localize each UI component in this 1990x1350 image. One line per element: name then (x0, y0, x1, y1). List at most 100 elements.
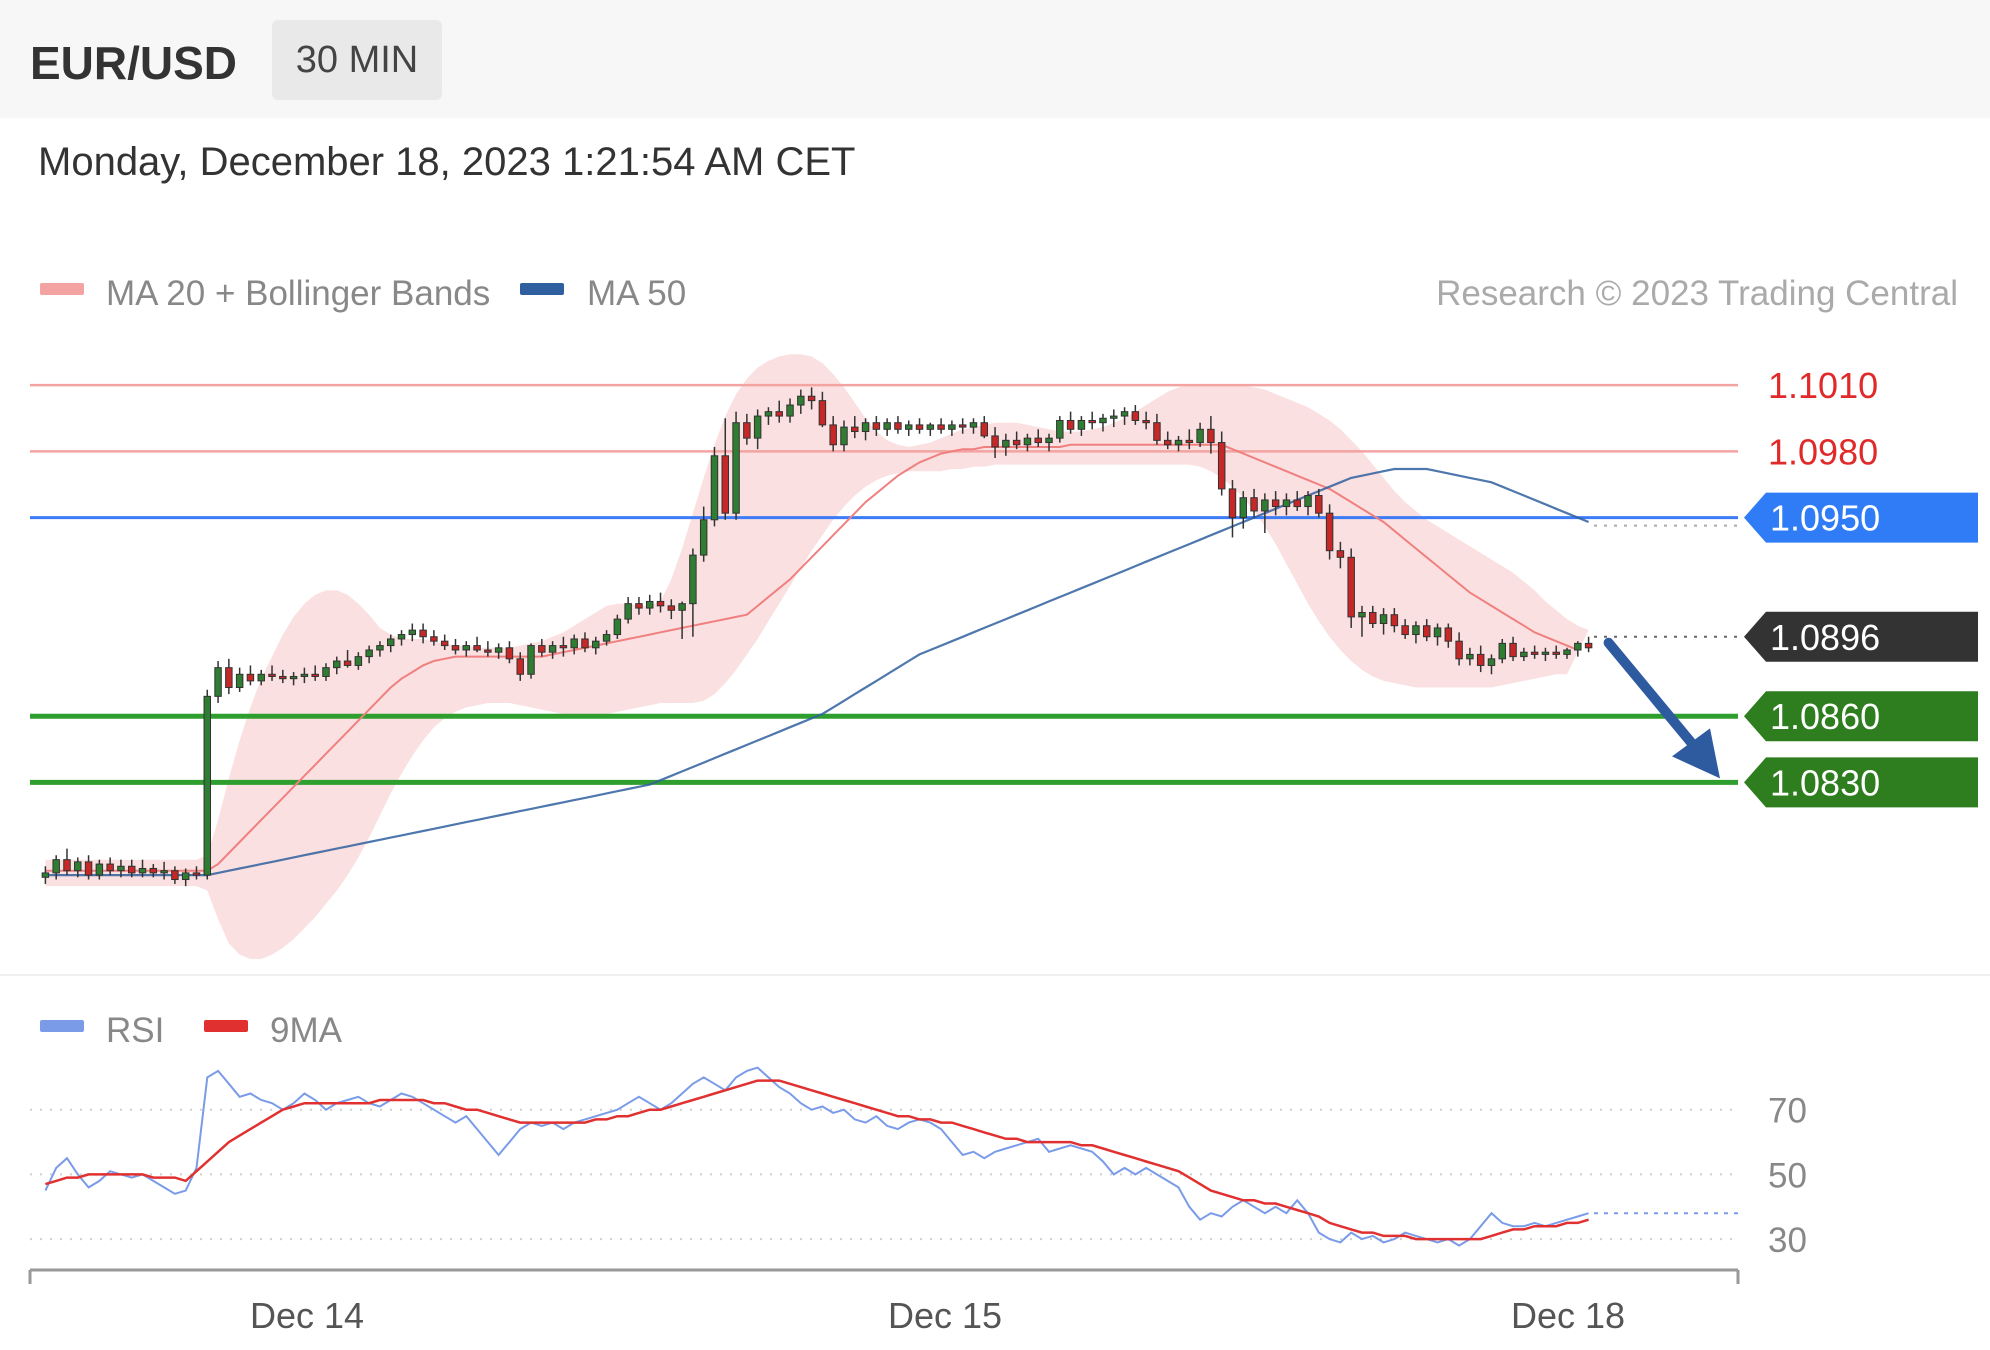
candle-body (1325, 512, 1334, 552)
candle-body (494, 647, 503, 653)
forecast-arrow-head (1672, 728, 1720, 779)
candle (851, 416, 859, 439)
candle-body (235, 673, 244, 689)
candle-body (797, 395, 805, 406)
candle-body (52, 859, 60, 874)
candle (279, 669, 287, 684)
candle (181, 868, 190, 887)
candle (1012, 431, 1021, 450)
candle (268, 665, 276, 681)
candle (818, 391, 827, 428)
candle (645, 594, 654, 615)
candle-body (376, 645, 384, 651)
candle-body (559, 645, 568, 649)
candle-body (268, 673, 276, 677)
candle-body (322, 667, 330, 677)
timeframe-button[interactable]: 30 MIN (272, 20, 442, 100)
candle-body (667, 605, 676, 611)
candle-body (1293, 499, 1301, 508)
candle (1315, 488, 1323, 518)
candle-body (462, 645, 471, 651)
candle-body (1520, 651, 1528, 658)
candle (1520, 647, 1528, 662)
candle (386, 634, 395, 653)
ma50-line (45, 467, 1590, 877)
candle (419, 623, 427, 644)
candle (689, 548, 697, 637)
candle (1239, 491, 1248, 529)
candle-body (980, 422, 989, 437)
candle-body (181, 872, 190, 881)
header-bar: EUR/USD 30 MIN (0, 0, 1990, 118)
candle-body (1390, 614, 1399, 627)
candle-body (1563, 649, 1571, 655)
candle-body (505, 647, 514, 660)
candle-body (764, 411, 773, 417)
candle (171, 866, 179, 884)
candle (1390, 608, 1399, 633)
candle (1099, 413, 1107, 432)
candle-body (991, 435, 999, 448)
rsi-line (44, 1066, 1589, 1247)
candle-body (527, 645, 535, 675)
candle (505, 641, 514, 664)
candle (764, 407, 773, 425)
rsi-panel: 70 50 30 Dec 14 Dec 15 Dec 18 (28, 1066, 1807, 1336)
candle (257, 669, 265, 686)
candle-body (408, 629, 417, 636)
candle (1509, 636, 1517, 662)
x-tick-dec-18: Dec 18 (1511, 1295, 1625, 1336)
candle-body (1250, 497, 1258, 512)
candle-body (1466, 653, 1474, 660)
candle-body (354, 656, 363, 666)
candle-body (127, 865, 136, 874)
candle-body (613, 618, 622, 636)
candle (1487, 654, 1496, 675)
level-label-1.0830: 1.0830 (1770, 762, 1880, 803)
candle-body (1509, 642, 1517, 658)
candle (451, 638, 460, 655)
candle-body (1530, 651, 1539, 655)
candle-body (63, 859, 71, 872)
candle (1066, 411, 1075, 434)
candle (516, 652, 524, 681)
candle-body (743, 422, 751, 439)
candle (365, 645, 373, 664)
candle (656, 592, 665, 613)
level-tag-1.0950 (1744, 492, 1978, 543)
ma50-legend-swatch (520, 283, 564, 295)
candle (203, 689, 212, 880)
candle-body (473, 645, 481, 651)
candle (1131, 405, 1140, 425)
candle-body (829, 424, 837, 446)
candle (84, 855, 93, 880)
rsi-legend-swatch (40, 1020, 84, 1032)
copyright-label: Research © 2023 Trading Central (1436, 274, 1958, 313)
candle (138, 859, 147, 878)
candle (1433, 623, 1442, 646)
candle (289, 672, 298, 686)
candle-body (1358, 611, 1366, 618)
candle (1358, 605, 1366, 637)
candle-body (958, 424, 967, 428)
candle-body (1412, 625, 1420, 636)
candle-body (74, 861, 82, 872)
candle (95, 859, 104, 880)
candle-body (333, 660, 341, 669)
candle (1412, 621, 1420, 644)
candle (354, 652, 363, 670)
level-label-1.0950: 1.0950 (1770, 498, 1880, 539)
candle-body (602, 634, 611, 642)
candle (117, 859, 125, 878)
candle (1455, 632, 1463, 666)
candle (1498, 638, 1507, 664)
candle (149, 864, 158, 878)
candle-body (840, 426, 848, 446)
candle-body (645, 600, 654, 609)
candle (494, 643, 503, 659)
rsi-tick-50: 50 (1768, 1156, 1807, 1195)
level-tag-1.0860 (1744, 691, 1978, 742)
candle (915, 418, 924, 434)
candle-body (138, 867, 147, 874)
